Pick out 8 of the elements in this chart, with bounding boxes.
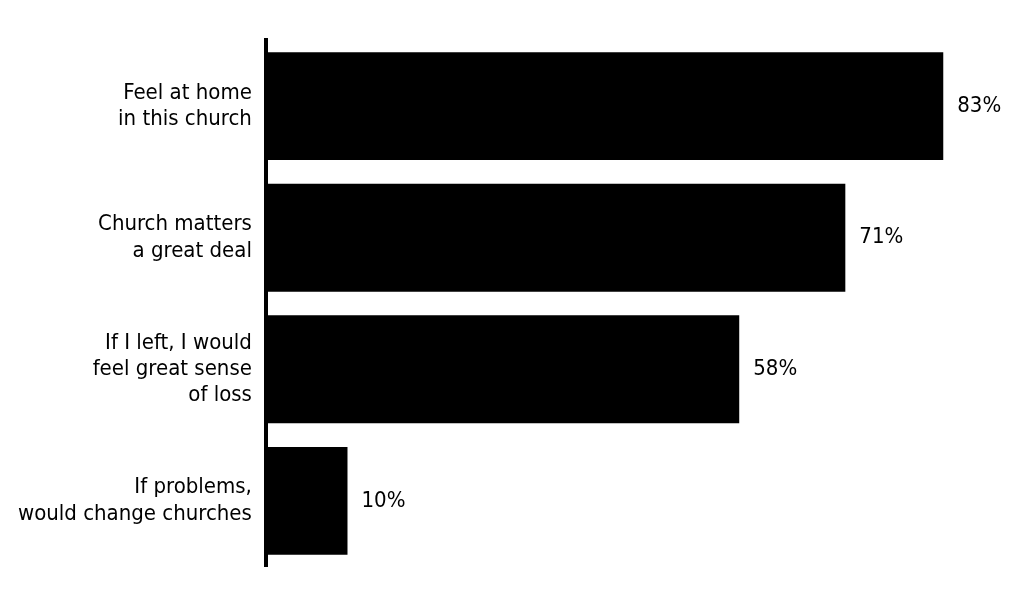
- data-label: 83%: [957, 91, 1002, 117]
- data-label: 71%: [859, 223, 904, 249]
- y-tick-label: If I left, I would feel great sense of loss: [92, 328, 252, 407]
- data-label: 10%: [361, 486, 406, 512]
- y-tick-label: Church matters a great deal: [98, 210, 252, 262]
- y-tick-label: Feel at home in this church: [118, 78, 252, 131]
- y-tick-label: If problems, would change churches: [17, 473, 252, 525]
- data-label: 58%: [753, 354, 798, 380]
